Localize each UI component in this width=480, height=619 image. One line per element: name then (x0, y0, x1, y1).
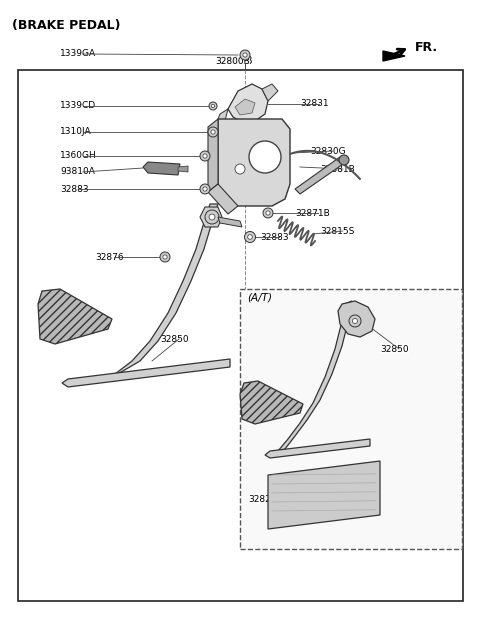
Polygon shape (218, 217, 242, 227)
Circle shape (203, 154, 207, 158)
Polygon shape (235, 99, 255, 115)
Polygon shape (216, 109, 228, 124)
Circle shape (244, 232, 255, 243)
Text: 1339GA: 1339GA (60, 50, 96, 59)
Polygon shape (38, 289, 112, 344)
Circle shape (266, 211, 270, 215)
Circle shape (249, 141, 281, 173)
Polygon shape (62, 359, 230, 387)
Polygon shape (208, 119, 218, 192)
Text: 32825: 32825 (248, 495, 276, 503)
Polygon shape (200, 207, 222, 227)
Circle shape (211, 130, 215, 134)
Polygon shape (178, 166, 188, 172)
Circle shape (200, 184, 210, 194)
Circle shape (352, 319, 358, 324)
Text: 32830G: 32830G (310, 147, 346, 155)
Text: 32825: 32825 (40, 305, 69, 313)
Polygon shape (338, 301, 375, 337)
Polygon shape (240, 381, 303, 424)
Text: (A/T): (A/T) (247, 293, 272, 303)
Text: 93810A: 93810A (60, 168, 95, 176)
Circle shape (349, 315, 361, 327)
Polygon shape (262, 84, 278, 101)
Text: 32831: 32831 (300, 100, 329, 108)
Circle shape (211, 105, 215, 108)
Bar (18, 70, 463, 601)
Text: 32883: 32883 (260, 233, 288, 241)
Circle shape (243, 53, 247, 57)
Text: 32871B: 32871B (295, 209, 330, 217)
Text: 32876: 32876 (95, 253, 124, 261)
Circle shape (248, 235, 252, 240)
Text: 1310JA: 1310JA (60, 128, 92, 137)
Circle shape (240, 50, 250, 60)
Text: 32881B: 32881B (320, 165, 355, 173)
Circle shape (339, 155, 349, 165)
Text: 32850: 32850 (160, 334, 189, 344)
Text: 1360GH: 1360GH (60, 152, 97, 160)
Text: 32815S: 32815S (320, 227, 354, 235)
Circle shape (208, 127, 218, 137)
Text: 32800B: 32800B (215, 56, 252, 66)
Polygon shape (295, 157, 346, 194)
Polygon shape (208, 184, 238, 214)
Circle shape (209, 214, 215, 220)
Text: 32883: 32883 (60, 184, 89, 194)
Polygon shape (278, 301, 352, 451)
Circle shape (209, 102, 217, 110)
Text: 32850: 32850 (380, 345, 408, 353)
Polygon shape (228, 84, 268, 122)
Text: FR.: FR. (415, 41, 438, 54)
Polygon shape (268, 461, 380, 529)
Polygon shape (143, 162, 180, 175)
Bar (240, 289, 462, 549)
Circle shape (235, 164, 245, 174)
Circle shape (263, 208, 273, 218)
Circle shape (160, 252, 170, 262)
Circle shape (163, 255, 167, 259)
Text: 1339CD: 1339CD (60, 102, 96, 111)
Polygon shape (383, 51, 405, 61)
Circle shape (203, 187, 207, 191)
Text: (BRAKE PEDAL): (BRAKE PEDAL) (12, 19, 120, 32)
Circle shape (200, 151, 210, 161)
Text: 32800B: 32800B (215, 56, 250, 66)
Polygon shape (218, 119, 290, 206)
Polygon shape (265, 439, 370, 458)
Circle shape (205, 210, 219, 224)
Polygon shape (100, 204, 218, 381)
